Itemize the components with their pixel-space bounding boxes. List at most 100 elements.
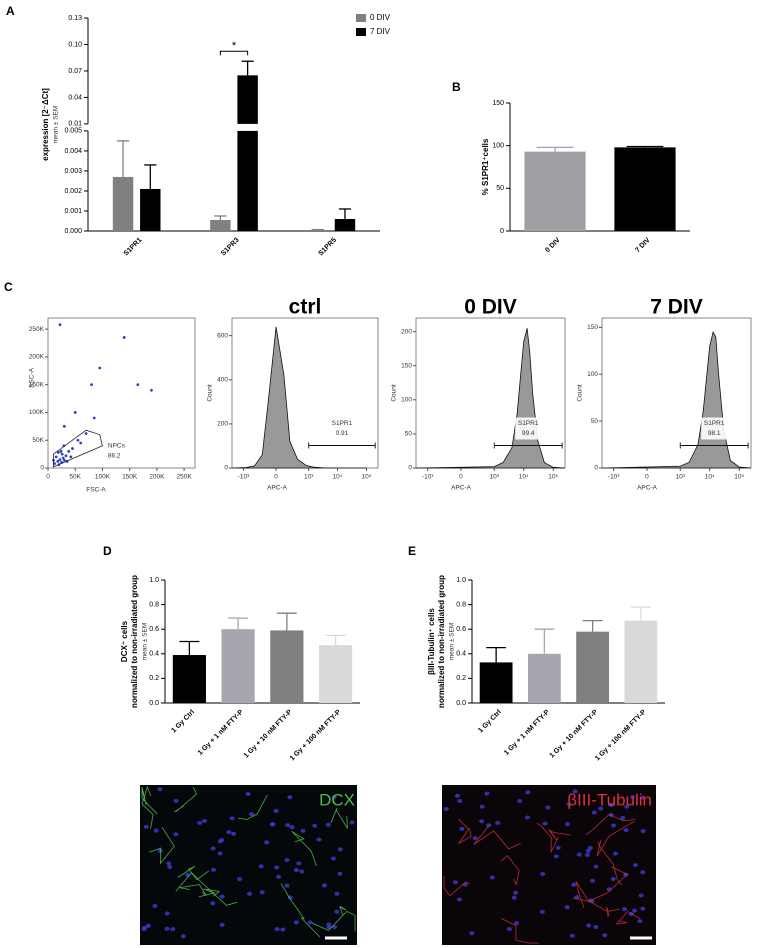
gate-name: S1PR1 [704,420,725,427]
plot-title: ctrl [289,296,322,319]
y-tick-label: 0.01 [68,121,82,128]
x-tick-label: 10³ [490,474,500,481]
y-tick-label: 0.002 [64,188,82,195]
nucleus [638,893,644,898]
neurite [575,881,607,912]
nucleus [293,920,299,925]
point [59,449,63,453]
y-axis-label: Count [391,384,398,402]
bar [237,75,258,124]
nucleus [273,808,279,813]
histogram-area [231,326,367,469]
x-tick-label: 10⁵ [548,474,558,481]
nucleus [456,897,462,902]
point [76,438,80,442]
nucleus [623,828,629,833]
nucleus [164,911,170,916]
nucleus [259,890,265,895]
x-tick-label: -10³ [238,474,250,481]
neurite [141,785,154,829]
x-tick-label: 10⁵ [734,474,744,481]
y-tick-label: 200K [29,354,45,361]
nucleus [479,804,485,809]
y-tick-label: 150 [401,362,412,369]
y-tick-label: 0.000 [64,228,82,235]
neurite [500,918,540,944]
x-tick-label: 10³ [676,474,686,481]
y-tick-label: 250K [29,326,45,333]
point [150,388,153,392]
x-tick-label: 50K [69,474,81,481]
neurite [536,822,559,853]
nucleus [274,865,280,870]
nucleus [489,875,495,880]
point [69,455,73,459]
nucleus [514,921,520,926]
nucleus [511,895,517,900]
y-tick-label: 0 [40,465,44,472]
y-axis-label: normalized to non-irradiated group [130,575,139,708]
histogram-area [601,330,752,469]
neurite [237,794,268,820]
dcx-image [140,785,357,945]
y-axis-label: SSC-A [29,367,36,388]
nucleus [457,799,463,804]
plot-title: 7 DIV [650,296,703,319]
nucleus [217,851,223,856]
error-bar [486,647,506,663]
nucleus [201,819,207,824]
y-tick-label: 0 [594,465,598,472]
y-tick-label: 1.0 [149,577,159,584]
x-tick-label: 0 [459,474,463,481]
y-tick-label: 100K [29,409,45,416]
nucleus [280,927,286,932]
nucleus [332,925,338,930]
y-tick-label: 0.13 [68,15,82,22]
x-tick-label: 10³ [304,474,314,481]
point [122,336,126,339]
y-tick-label: 50 [496,185,504,192]
error-bar [241,60,254,76]
nucleus [593,864,599,869]
x-tick-label: S1PR1 [123,237,144,258]
nucleus [486,823,492,828]
y-axis-label: mean ± SEM [142,623,149,661]
neurite [596,821,635,857]
gate-label-box [328,417,355,440]
nucleus [145,923,151,928]
nucleus [157,787,163,792]
nucleus [173,832,179,837]
nucleus [513,890,519,895]
y-tick-label: 100 [492,143,504,150]
y-tick-label: 100 [401,397,412,404]
nucleus [452,880,458,885]
y-tick-label: 0.001 [64,208,82,215]
nucleus [640,870,646,875]
nucleus [229,816,235,821]
neurite [177,865,210,881]
error-bar [534,628,555,654]
nucleus [247,891,253,896]
neurite [615,910,641,925]
y-tick-label: 0.003 [64,168,82,175]
nucleus [459,826,465,831]
x-axis-label: APC-A [637,485,658,492]
gate-value: 86.2 [108,452,121,459]
nucleus [143,824,149,829]
gate-value: 99.4 [522,430,535,437]
nucleus [210,846,216,851]
y-tick-label: 600 [217,332,228,339]
nucleus [479,819,485,824]
bar [576,631,610,703]
x-tick-label: 150K [122,474,138,481]
x-tick-label: S1PR5 [317,237,338,258]
error-bar [179,640,200,656]
histogram-area [415,328,566,469]
nucleus [226,830,232,835]
neurite [339,905,347,916]
nucleus [321,883,327,888]
bar [624,620,658,703]
point [64,454,68,458]
error-bar [144,164,157,189]
x-tick-label: -10³ [608,474,620,481]
